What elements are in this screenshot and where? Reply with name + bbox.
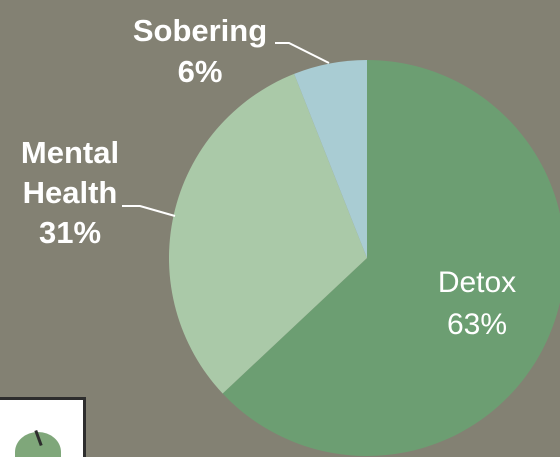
leader-line-mental-health: [122, 205, 176, 217]
corner-logo: [0, 397, 86, 457]
leader-lines: [122, 42, 330, 217]
slice-value-mental-health: 31%: [39, 215, 101, 250]
pie-slice-sobering: [294, 60, 367, 258]
slice-label-mental-health-line2: Health: [23, 175, 118, 210]
slice-label-detox: Detox: [438, 266, 516, 299]
pie-slice-mental-health: [168, 73, 367, 394]
leader-line-sobering: [275, 42, 330, 64]
slice-label-sobering: Sobering: [133, 13, 267, 48]
slice-value-sobering: 6%: [178, 54, 223, 89]
pie-slice-detox: [222, 60, 560, 456]
slice-label-mental-health-line1: Mental: [21, 135, 119, 170]
pie-slices: [168, 60, 560, 456]
slice-value-detox: 63%: [447, 308, 507, 341]
